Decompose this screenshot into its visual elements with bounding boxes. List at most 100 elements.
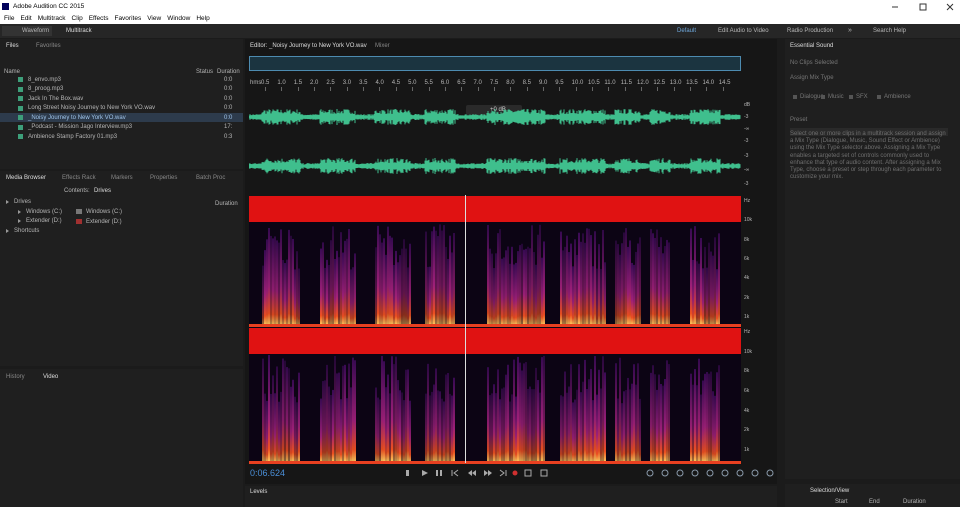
file-duration: 0:3 — [224, 133, 233, 140]
tree-arrow[interactable] — [6, 229, 9, 233]
tab[interactable]: Mixer — [375, 43, 390, 49]
maximize[interactable] — [919, 3, 927, 11]
mix-type[interactable]: SFX — [856, 94, 868, 100]
file-row[interactable]: Jack In The Box.wav 0:0 — [0, 94, 243, 103]
overview-bar[interactable] — [249, 56, 741, 71]
tab[interactable]: Video — [43, 374, 59, 380]
file-row[interactable]: 8_proog.mp3 0:0 — [0, 85, 243, 94]
spectral-energy — [718, 233, 720, 325]
fast-forward[interactable] — [484, 470, 492, 476]
spectral-floor — [249, 461, 741, 464]
spectral-energy — [286, 259, 288, 325]
tree-item[interactable]: Extender (D:) — [26, 218, 62, 224]
mix-type[interactable]: Dialogue — [800, 94, 824, 100]
menu-item[interactable]: Help — [196, 15, 210, 22]
more-workspaces[interactable]: » — [848, 27, 852, 34]
mix-type[interactable]: Music — [828, 94, 844, 100]
tree-item[interactable]: Windows (C:) — [26, 209, 63, 215]
file-row[interactable]: 8_envo.mp3 0:0 — [0, 75, 243, 84]
tab[interactable]: History — [6, 374, 25, 380]
tree-arrow[interactable] — [18, 219, 21, 223]
file-row[interactable]: Ambience Stamp Factory 01.mp3 0:3 — [0, 132, 243, 141]
tab[interactable]: Markers — [111, 175, 133, 181]
spectral-energy — [505, 250, 507, 325]
mix-type-icon[interactable] — [821, 95, 825, 99]
tab[interactable]: Batch Proc — [196, 175, 226, 181]
tree-arrow[interactable] — [6, 200, 9, 204]
tab[interactable]: Properties — [150, 175, 178, 181]
menu-item[interactable]: Effects — [88, 15, 109, 22]
mix-type-icon[interactable] — [877, 95, 881, 99]
stop-button[interactable] — [406, 470, 409, 476]
drive-item[interactable]: Extender (D:) — [86, 219, 122, 225]
spectral-energy — [443, 225, 445, 325]
spectral-energy — [582, 233, 584, 325]
tree-item[interactable]: Shortcuts — [14, 228, 40, 234]
pause-button[interactable] — [436, 470, 438, 476]
tab[interactable]: Files — [6, 43, 19, 49]
waveform-label[interactable]: Waveform — [22, 28, 50, 34]
tab[interactable]: Favorites — [36, 43, 61, 49]
skip[interactable] — [540, 469, 548, 477]
spectral-energy — [527, 388, 529, 462]
pause-button[interactable] — [440, 470, 442, 476]
spectral-energy — [278, 401, 280, 462]
hz-label: 8k — [744, 368, 750, 375]
window-controls[interactable] — [880, 0, 960, 13]
zoom-controls[interactable] — [646, 469, 774, 477]
spectral-energy — [338, 372, 340, 462]
column-header[interactable]: Status — [196, 69, 214, 75]
tree-item[interactable]: Drives — [14, 199, 32, 205]
mix-type-icon[interactable] — [793, 95, 797, 99]
spectral-energy — [541, 357, 543, 462]
column-header[interactable]: Duration — [217, 69, 240, 75]
menu-item[interactable]: Window — [167, 15, 191, 22]
tab[interactable]: Editor: _Noisy Journey to New York VO.wa… — [250, 43, 367, 49]
contents-value[interactable]: Drives — [94, 188, 112, 194]
file-row[interactable]: Long Street Noisy Journey to New York VO… — [0, 104, 243, 113]
spectral-energy — [441, 230, 443, 325]
tab[interactable]: Effects Rack — [62, 175, 96, 181]
ruler-tick — [281, 87, 283, 91]
waveform-button[interactable] — [2, 26, 52, 36]
rewind[interactable] — [468, 470, 476, 476]
menu-item[interactable]: View — [147, 15, 162, 22]
tree-arrow[interactable] — [18, 210, 21, 214]
spectral-energy — [503, 257, 505, 325]
preset-dropdown[interactable] — [790, 128, 948, 136]
hud[interactable] — [466, 105, 522, 115]
column-header[interactable]: Name — [4, 69, 21, 75]
workspace[interactable]: Default — [677, 28, 697, 34]
workspace[interactable]: Radio Production — [787, 28, 834, 34]
menu-item[interactable]: Clip — [71, 15, 83, 22]
mix-type[interactable]: Ambience — [884, 94, 911, 100]
loop[interactable] — [524, 469, 532, 477]
tab[interactable]: Media Browser — [6, 175, 47, 181]
multitrack-label[interactable]: Multitrack — [66, 28, 92, 34]
record[interactable] — [512, 470, 518, 476]
menu-item[interactable]: Favorites — [114, 15, 142, 22]
menu-item[interactable]: Edit — [20, 15, 32, 22]
file-row[interactable]: _Noisy Journey to New York VO.wav 0:0 — [0, 113, 243, 122]
spectral-energy — [507, 364, 509, 462]
spectral-energy — [588, 379, 590, 462]
playhead[interactable] — [465, 195, 466, 463]
search-help[interactable]: Search Help — [873, 28, 907, 34]
to-end[interactable] — [499, 469, 507, 477]
spectral-energy — [564, 371, 566, 462]
spectral-energy — [584, 242, 586, 325]
close[interactable] — [946, 3, 954, 11]
to-start[interactable] — [451, 469, 459, 477]
file-duration: 0:0 — [224, 95, 233, 102]
spectral-floor — [249, 324, 741, 327]
spectral-energy — [439, 391, 441, 462]
menu-item[interactable]: Multitrack — [37, 15, 66, 22]
spectral-energy — [712, 255, 714, 325]
drive-item[interactable]: Windows (C:) — [86, 209, 123, 215]
workspace[interactable]: Edit Audio to Video — [718, 28, 769, 34]
file-row[interactable]: _Podcast - Mission Jago Interview.mp3 17: — [0, 123, 243, 132]
play-button[interactable] — [422, 470, 428, 476]
mix-type-icon[interactable] — [849, 95, 853, 99]
menu-item[interactable]: File — [4, 15, 15, 22]
spectral-energy — [346, 238, 348, 325]
